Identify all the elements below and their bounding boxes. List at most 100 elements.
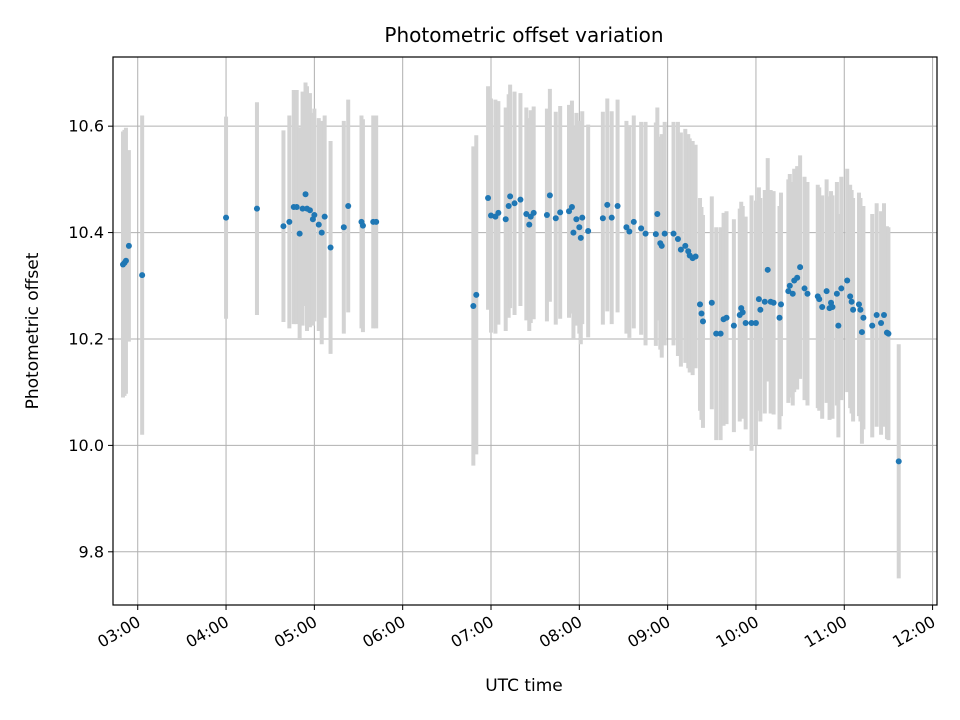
data-point bbox=[755, 296, 762, 303]
data-point bbox=[577, 234, 584, 241]
data-point bbox=[122, 257, 129, 264]
data-point bbox=[299, 205, 306, 212]
data-point bbox=[857, 306, 864, 313]
data-point bbox=[306, 207, 313, 214]
data-point bbox=[652, 231, 659, 238]
data-point bbox=[764, 266, 771, 273]
data-point bbox=[315, 221, 322, 228]
x-tick-label: 12:00 bbox=[889, 612, 938, 652]
data-point bbox=[507, 193, 514, 200]
x-tick-label: 08:00 bbox=[536, 612, 585, 652]
data-point bbox=[638, 225, 645, 232]
data-point bbox=[748, 320, 755, 327]
y-tick-label: 10.6 bbox=[68, 117, 104, 136]
x-tick-label: 05:00 bbox=[271, 612, 320, 652]
data-point bbox=[713, 330, 720, 337]
data-point bbox=[658, 242, 665, 249]
y-tick-label: 9.8 bbox=[79, 542, 104, 561]
data-point bbox=[682, 242, 689, 249]
data-point bbox=[895, 458, 902, 465]
data-point bbox=[742, 320, 749, 327]
data-point bbox=[730, 322, 737, 329]
data-point bbox=[661, 230, 668, 237]
data-point bbox=[770, 299, 777, 306]
data-point bbox=[697, 301, 704, 308]
data-point bbox=[847, 293, 854, 300]
data-point bbox=[848, 298, 855, 305]
data-point bbox=[785, 288, 792, 295]
data-point bbox=[585, 227, 592, 234]
data-point bbox=[789, 290, 796, 297]
data-point bbox=[302, 191, 309, 198]
data-point bbox=[739, 309, 746, 316]
data-point bbox=[321, 213, 328, 220]
y-tick-label: 10.0 bbox=[68, 436, 104, 455]
data-point bbox=[359, 222, 366, 229]
data-point bbox=[517, 196, 524, 203]
x-tick-label: 09:00 bbox=[624, 612, 673, 652]
data-point bbox=[125, 242, 132, 249]
data-point bbox=[878, 320, 885, 327]
data-point bbox=[835, 322, 842, 329]
data-point bbox=[345, 202, 352, 209]
data-point bbox=[495, 209, 502, 216]
data-point bbox=[794, 274, 801, 281]
data-point bbox=[674, 235, 681, 242]
data-point bbox=[670, 230, 677, 237]
data-point bbox=[566, 208, 573, 215]
data-point bbox=[296, 230, 303, 237]
data-point bbox=[311, 212, 318, 219]
data-point bbox=[786, 282, 793, 289]
data-point bbox=[505, 202, 512, 209]
data-point bbox=[579, 214, 586, 221]
data-point bbox=[797, 264, 804, 271]
data-point bbox=[833, 290, 840, 297]
data-point bbox=[630, 218, 637, 225]
data-point bbox=[280, 223, 287, 230]
data-point bbox=[717, 330, 724, 337]
data-point bbox=[881, 312, 888, 319]
data-point bbox=[838, 285, 845, 292]
data-point bbox=[473, 291, 480, 298]
data-point bbox=[485, 194, 492, 201]
data-point bbox=[511, 200, 518, 207]
x-tick-label: 04:00 bbox=[183, 612, 232, 652]
data-point bbox=[858, 329, 865, 336]
y-axis-label: Photometric offset bbox=[23, 252, 43, 409]
x-tick-label: 11:00 bbox=[801, 612, 850, 652]
data-point bbox=[608, 214, 615, 221]
data-point bbox=[223, 214, 230, 221]
data-point bbox=[816, 296, 823, 303]
data-point bbox=[599, 215, 606, 222]
data-point bbox=[570, 229, 577, 236]
data-point bbox=[604, 201, 611, 208]
data-point bbox=[373, 218, 380, 225]
data-point bbox=[752, 320, 759, 327]
data-point bbox=[253, 205, 260, 212]
data-point bbox=[526, 221, 533, 228]
chart-title: Photometric offset variation bbox=[384, 23, 663, 47]
data-point bbox=[708, 299, 715, 306]
data-point bbox=[552, 215, 559, 222]
data-point bbox=[626, 228, 633, 235]
data-point bbox=[573, 216, 580, 223]
x-axis-label: UTC time bbox=[485, 676, 563, 696]
data-point bbox=[699, 318, 706, 325]
data-point bbox=[654, 210, 661, 217]
plot-frame bbox=[112, 56, 938, 606]
data-point bbox=[844, 277, 851, 284]
data-point bbox=[777, 301, 784, 308]
data-point bbox=[819, 304, 826, 311]
data-point bbox=[139, 272, 146, 279]
data-point bbox=[723, 314, 730, 321]
data-point bbox=[293, 204, 300, 211]
data-point bbox=[757, 306, 764, 313]
data-point bbox=[557, 209, 564, 216]
data-point bbox=[823, 288, 830, 295]
x-tick-label: 10:00 bbox=[713, 612, 762, 652]
data-point bbox=[523, 210, 530, 217]
x-tick-label: 07:00 bbox=[448, 612, 497, 652]
data-point bbox=[318, 229, 325, 236]
y-tick-label: 10.2 bbox=[68, 329, 104, 348]
y-tick-label: 10.4 bbox=[68, 223, 104, 242]
